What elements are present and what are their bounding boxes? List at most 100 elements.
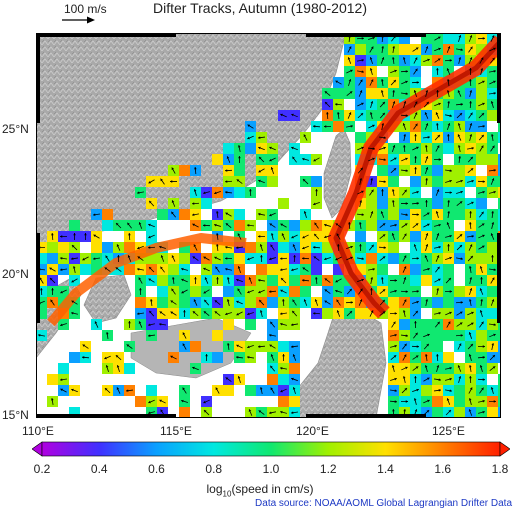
drift-vector-head — [192, 213, 195, 217]
drift-vector-head — [361, 58, 364, 62]
drift-vector-head — [247, 312, 250, 316]
drift-vector-head — [469, 277, 473, 280]
speed-cell — [157, 275, 168, 286]
speed-cell — [498, 187, 501, 198]
drift-vector-head — [381, 189, 384, 192]
drift-vector-head — [214, 223, 217, 227]
drift-vector-head — [490, 134, 494, 137]
drift-vector-head — [236, 356, 239, 359]
drift-vector-head — [335, 289, 338, 293]
drift-vector-head — [491, 222, 495, 225]
drift-vector-head — [71, 388, 74, 392]
drift-vector-head — [403, 134, 407, 137]
speed-cell — [476, 253, 487, 264]
speed-cell — [234, 187, 245, 198]
drift-vector-head — [438, 47, 441, 51]
drift-vector-head — [236, 300, 239, 304]
drift-vector-head — [405, 157, 408, 161]
drift-vector-head — [405, 400, 408, 403]
drift-vector-head — [350, 256, 353, 260]
speed-cell — [300, 220, 311, 231]
drift-vector-head — [361, 190, 364, 194]
drift-vector-head — [402, 57, 406, 60]
drift-vector-head — [392, 145, 396, 148]
speed-cell — [267, 297, 278, 308]
drift-vector-head — [181, 267, 184, 271]
drift-vector-head — [335, 80, 339, 84]
speed-cell — [498, 209, 501, 220]
drift-vector-head — [416, 290, 419, 293]
speed-cell — [443, 264, 454, 275]
drift-vector-head — [449, 290, 452, 293]
drift-vector-head — [436, 288, 440, 291]
drift-vector-head — [392, 200, 395, 203]
drift-vector-head — [405, 114, 408, 117]
drift-vector-head — [394, 344, 397, 348]
speed-cell — [421, 33, 432, 44]
drift-vector-head — [479, 288, 483, 291]
drift-vector-head — [370, 79, 374, 82]
drift-vector-head — [170, 300, 174, 303]
speed-cell — [432, 396, 443, 407]
drift-vector-head — [247, 224, 250, 227]
drift-vector-head — [280, 257, 283, 260]
speed-cell — [58, 242, 69, 253]
drift-vector-head — [148, 278, 152, 281]
drift-vector-head — [414, 376, 417, 379]
drift-vector-head — [259, 387, 263, 390]
drift-vector-head — [457, 145, 461, 148]
drift-vector-head — [391, 189, 395, 192]
drift-vector-head — [437, 321, 440, 325]
drift-vector-head — [359, 299, 363, 302]
lat-label-25n: 25°N — [2, 122, 29, 136]
drift-vector-head — [457, 90, 461, 93]
drift-vector-head — [403, 255, 407, 258]
drift-vector-head — [416, 202, 419, 205]
speed-cell — [421, 319, 432, 330]
drift-vector-head — [394, 312, 397, 315]
drift-vector-head — [314, 233, 317, 237]
drift-vector-head — [493, 91, 496, 95]
drift-vector-head — [470, 46, 473, 50]
drift-vector-head — [446, 68, 450, 71]
drift-vector-head — [71, 279, 75, 283]
drift-vector-head — [126, 344, 130, 347]
speed-cell — [47, 374, 58, 385]
drift-vector-head — [427, 333, 430, 337]
drift-vector-head — [480, 68, 484, 71]
drift-vector-head — [204, 410, 207, 413]
speed-cell — [168, 264, 179, 275]
drift-vector-head — [469, 79, 472, 82]
speed-cell — [432, 407, 443, 418]
speed-cell — [388, 253, 399, 264]
drift-vector-head — [128, 233, 131, 236]
drift-vector-head — [482, 102, 485, 106]
drift-vector-head — [372, 147, 375, 150]
drift-vector-head — [458, 376, 462, 379]
drift-vector-head — [482, 378, 485, 381]
drift-vector-head — [394, 69, 397, 73]
speed-cell — [278, 374, 289, 385]
drift-vector-head — [192, 202, 195, 205]
drift-vector-head — [336, 233, 340, 237]
drift-vector-head — [383, 246, 386, 249]
speed-cell — [289, 220, 300, 231]
colorbar-tick-label: 0.4 — [90, 462, 108, 476]
drift-vector-head — [247, 257, 250, 261]
drift-vector-head — [416, 345, 419, 348]
drift-vector-head — [72, 266, 76, 269]
drift-vector-head — [415, 310, 418, 314]
drift-vector-head — [425, 167, 429, 170]
speed-cell — [377, 264, 388, 275]
drift-vector-head — [470, 322, 474, 326]
speed-cell — [498, 341, 501, 352]
drift-vector-head — [449, 59, 452, 62]
drift-vector-head — [380, 211, 384, 214]
drift-vector-head — [247, 290, 250, 294]
drift-vector-head — [460, 257, 463, 261]
speed-cell — [36, 308, 47, 319]
speed-cell — [135, 396, 146, 407]
drift-vector-head — [436, 365, 440, 368]
drift-vector-head — [225, 245, 228, 249]
drift-vector-head — [469, 244, 473, 247]
